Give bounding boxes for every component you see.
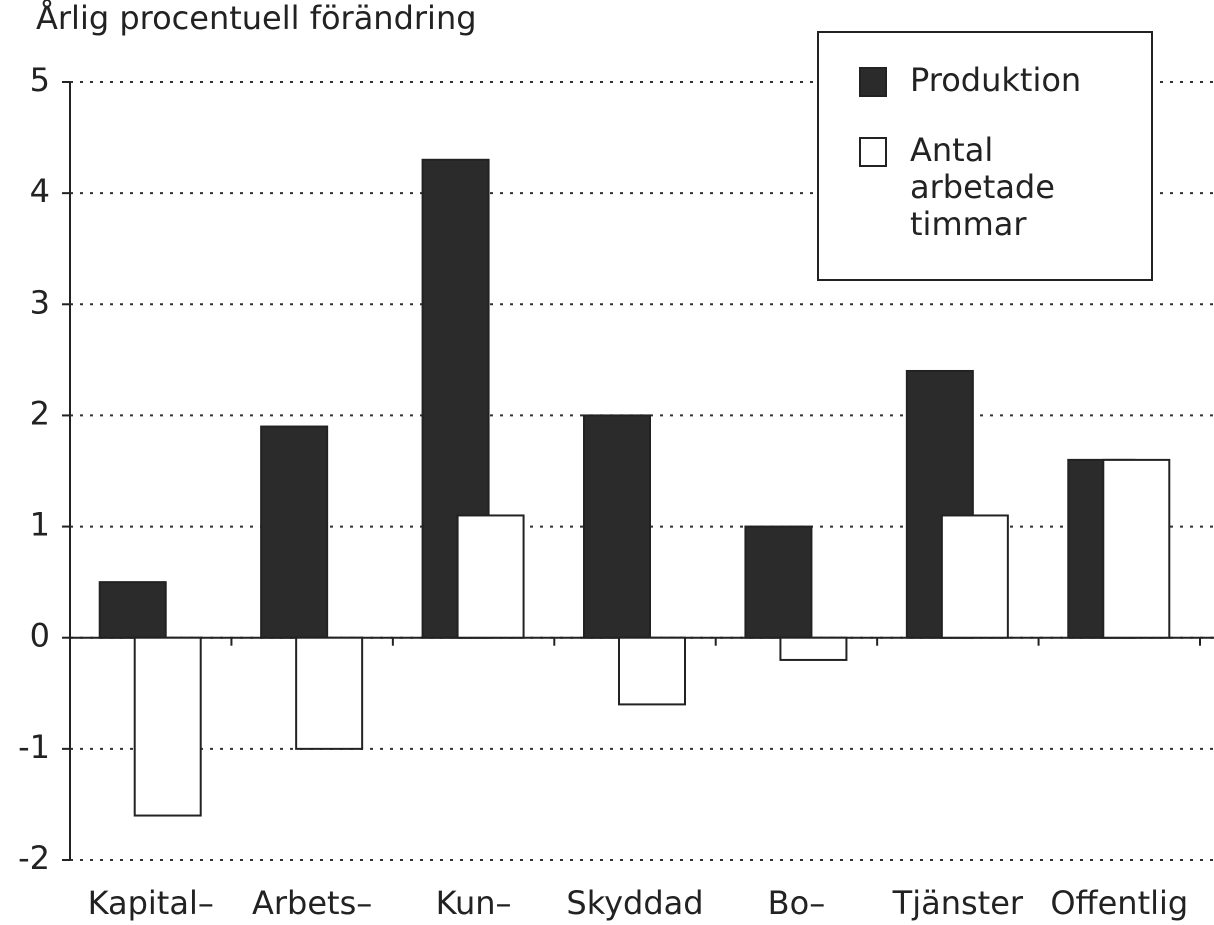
- y-tick-label: 2: [30, 394, 50, 432]
- x-tick-label: Offentlig: [1050, 884, 1188, 922]
- bar: [618, 636, 686, 706]
- bar: [744, 525, 813, 639]
- bar: [779, 636, 848, 661]
- x-tick-label: Skyddad: [566, 884, 703, 922]
- bar: [260, 425, 329, 639]
- y-tick-label: -2: [18, 839, 50, 877]
- bar: [940, 514, 1009, 639]
- y-tick-label: 3: [30, 283, 50, 321]
- bar: [456, 514, 525, 639]
- bar: [295, 636, 364, 750]
- x-tick-label: Kapital–: [88, 884, 214, 922]
- y-tick-label: 5: [30, 61, 50, 99]
- x-tick-label: Bo–: [768, 884, 826, 922]
- legend-key: [859, 137, 887, 167]
- legend-label: Produktion: [910, 61, 1081, 99]
- y-tick-label: 4: [30, 172, 50, 210]
- y-tick-label: -1: [18, 728, 50, 766]
- legend-key: [859, 67, 887, 97]
- x-tick-label: Arbets–: [252, 884, 372, 922]
- y-tick-label: 0: [30, 617, 50, 655]
- bar: [98, 581, 167, 639]
- y-tick-label: 1: [30, 506, 50, 544]
- chart-title: Årlig procentuell förändring: [36, 0, 477, 37]
- bar: [583, 414, 651, 639]
- x-tick-label: Kun–: [436, 884, 512, 922]
- x-tick-label: Tjänster: [892, 884, 1024, 922]
- legend-label: Antal arbetade timmar: [910, 131, 1055, 243]
- bar: [1102, 458, 1171, 639]
- bar: [133, 636, 202, 817]
